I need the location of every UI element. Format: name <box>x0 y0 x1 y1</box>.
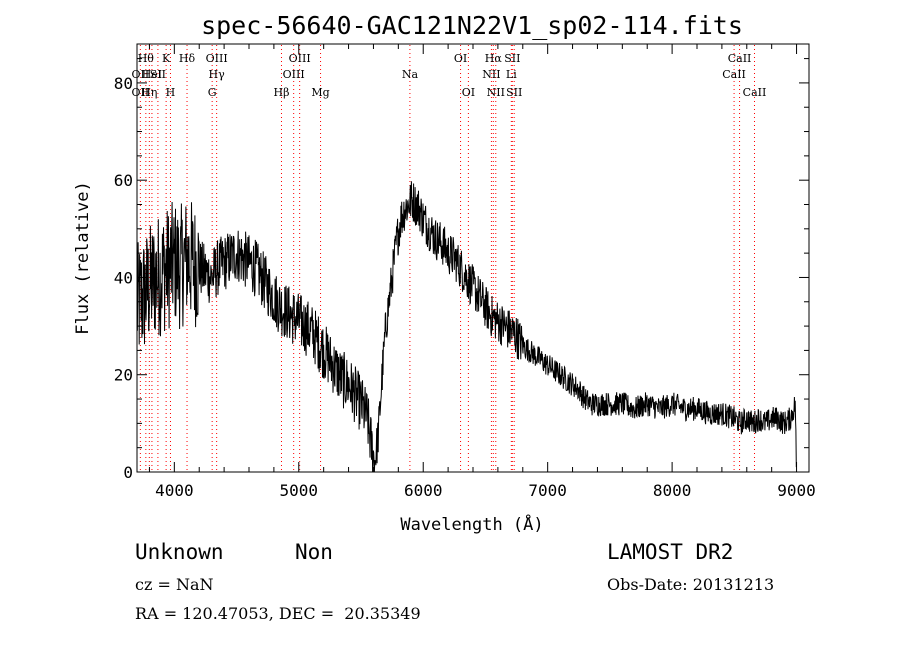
line-label: G <box>208 86 217 99</box>
spectrum-line <box>136 181 797 473</box>
line-label: OIII <box>283 68 305 81</box>
x-axis-label: Wavelength (Å) <box>400 513 543 535</box>
line-label: Hδ <box>179 52 196 65</box>
line-label: NII <box>487 86 505 99</box>
line-label: Na <box>402 68 419 81</box>
line-label: Hθ <box>138 52 155 65</box>
class-label: Unknown <box>135 540 224 564</box>
line-label: CaII <box>722 68 746 81</box>
line-label: OI <box>454 52 467 65</box>
line-label: Mg <box>311 86 329 99</box>
line-label: K <box>162 52 171 65</box>
line-label: Hα <box>485 52 503 65</box>
line-label: CaII <box>728 52 752 65</box>
x-tick-label: 6000 <box>404 481 443 500</box>
line-label: OII <box>132 68 150 81</box>
survey-label: LAMOST DR2 <box>607 540 734 564</box>
line-label: SII <box>506 86 522 99</box>
line-label: SII <box>504 52 520 65</box>
x-tick-label: 8000 <box>653 481 692 500</box>
line-label: OI <box>462 86 475 99</box>
line-label: Hη <box>141 86 157 99</box>
y-tick-label: 80 <box>114 74 133 93</box>
y-tick-label: 60 <box>114 171 133 190</box>
cz-label: cz = NaN <box>135 575 214 594</box>
line-label: NII <box>482 68 500 81</box>
line-label: OIII <box>289 52 311 65</box>
line-label: OIII <box>206 52 228 65</box>
x-tick-label: 9000 <box>777 481 816 500</box>
line-label: Hγ <box>209 68 226 81</box>
chart-title: spec-56640-GAC121N22V1_sp02-114.fits <box>201 11 743 40</box>
x-axis-ticks: 4000 5000 6000 7000 8000 9000 <box>148 44 816 500</box>
obsdate-label: Obs-Date: 20131213 <box>607 575 775 594</box>
line-label: Hβ <box>274 86 290 99</box>
y-tick-label: 0 <box>123 463 133 482</box>
radec-label: RA = 120.47053, DEC = 20.35349 <box>135 604 421 623</box>
line-label: Li <box>506 68 517 81</box>
line-label: H <box>166 86 176 99</box>
line-label: CaII <box>743 86 767 99</box>
line-label: SII <box>150 68 166 81</box>
subclass-label: Non <box>295 540 333 564</box>
x-tick-label: 5000 <box>280 481 319 500</box>
y-axis-label: Flux (relative) <box>73 181 93 335</box>
y-tick-label: 20 <box>114 366 133 385</box>
y-tick-label: 40 <box>114 268 133 287</box>
x-tick-label: 4000 <box>155 481 194 500</box>
x-tick-label: 7000 <box>528 481 567 500</box>
line-label: OII <box>132 86 150 99</box>
y-axis-ticks: 0 20 40 60 80 <box>114 58 809 482</box>
line-label: HeI <box>142 68 162 81</box>
